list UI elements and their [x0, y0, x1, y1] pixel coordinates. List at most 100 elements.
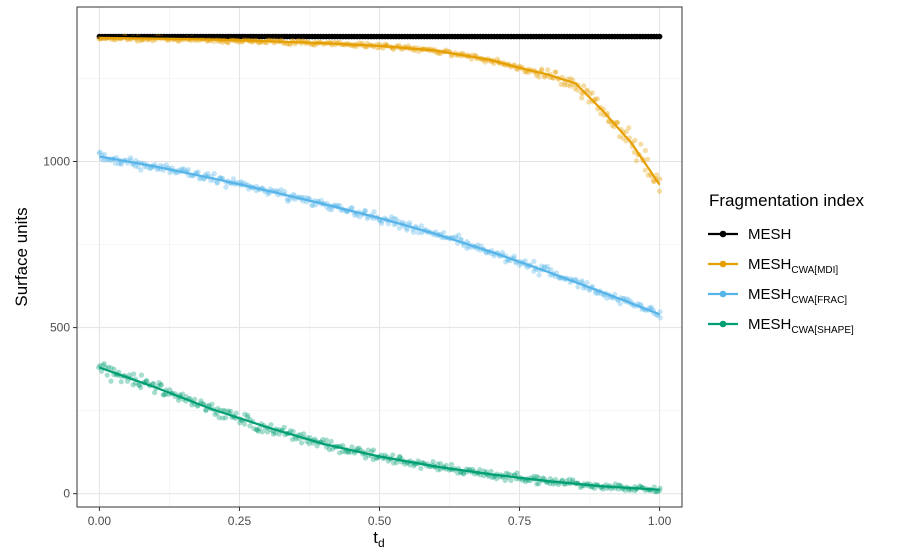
- data-point: [570, 477, 576, 483]
- data-point: [247, 423, 253, 429]
- data-point: [575, 284, 581, 290]
- data-point: [443, 462, 449, 469]
- data-point: [233, 410, 239, 416]
- data-point: [645, 156, 651, 162]
- data-point: [574, 87, 581, 93]
- data-point: [195, 169, 201, 175]
- data-point: [592, 96, 598, 102]
- data-point: [464, 245, 470, 252]
- data-point: [541, 264, 547, 270]
- data-point: [287, 428, 294, 434]
- legend-item: MESHCWA[MDI]: [708, 256, 838, 276]
- data-point: [329, 206, 335, 213]
- data-point: [654, 172, 660, 178]
- data-point: [388, 214, 394, 220]
- data-point: [362, 208, 368, 214]
- data-point: [135, 164, 141, 170]
- data-point: [97, 149, 103, 155]
- legend-item: MESH: [708, 226, 791, 243]
- data-point: [352, 212, 358, 218]
- data-point: [251, 426, 257, 432]
- data-point: [645, 172, 651, 178]
- data-point: [435, 467, 441, 473]
- data-point: [531, 268, 537, 274]
- data-point: [348, 205, 354, 211]
- data-point: [558, 81, 564, 87]
- data-point: [411, 463, 417, 469]
- data-point: [96, 150, 102, 156]
- data-point: [290, 428, 296, 435]
- data-point: [112, 160, 119, 166]
- data-point: [131, 371, 137, 377]
- data-point: [209, 401, 215, 407]
- data-point: [345, 449, 352, 456]
- legend-label: MESHCWA[MDI]: [748, 256, 838, 276]
- data-point: [632, 137, 638, 143]
- data-point: [326, 206, 332, 213]
- x-tick-label: 0.50: [368, 514, 392, 528]
- data-point: [552, 69, 559, 75]
- legend-key-point: [719, 320, 727, 328]
- legend: Fragmentation index MESH MESHCWA[MDI] MESH…: [708, 191, 864, 336]
- data-point: [278, 186, 284, 193]
- data-point: [100, 362, 106, 368]
- data-point: [448, 53, 455, 59]
- data-point: [189, 402, 195, 408]
- data-point: [198, 398, 204, 404]
- data-point: [111, 366, 117, 372]
- data-point: [101, 151, 108, 157]
- data-point: [158, 381, 164, 387]
- data-point: [124, 378, 131, 384]
- data-point: [214, 180, 220, 186]
- data-point: [318, 197, 324, 203]
- data-point: [589, 90, 596, 96]
- legend-item: MESHCWA[FRAC]: [708, 286, 847, 306]
- data-point: [147, 166, 154, 172]
- data-point: [511, 253, 517, 259]
- data-point: [301, 431, 307, 437]
- data-point: [310, 202, 316, 209]
- data-point: [441, 229, 447, 236]
- data-point: [225, 408, 231, 414]
- data-point: [493, 476, 500, 482]
- data-point: [340, 448, 346, 455]
- y-tick-label: 1000: [43, 154, 70, 168]
- data-point: [276, 431, 282, 437]
- data-point: [219, 39, 225, 46]
- major-gridlines: [77, 7, 682, 507]
- data-point: [284, 196, 290, 202]
- data-point: [579, 95, 585, 101]
- data-point: [192, 396, 198, 402]
- data-point: [435, 461, 441, 467]
- data-point: [598, 111, 604, 117]
- legend-key-point: [719, 230, 727, 238]
- data-point: [244, 414, 251, 420]
- legend-key-point: [719, 290, 727, 298]
- data-point: [286, 196, 293, 203]
- x-tick-label: 0.75: [508, 514, 532, 528]
- data-point: [309, 202, 315, 208]
- data-point: [503, 470, 509, 476]
- data-point: [108, 378, 114, 384]
- data-point: [410, 229, 417, 235]
- data-point: [393, 460, 400, 466]
- data-point: [453, 234, 459, 240]
- data-point: [314, 443, 320, 449]
- data-point: [402, 461, 408, 467]
- data-point: [397, 454, 403, 460]
- data-point: [552, 69, 558, 75]
- data-point: [97, 363, 103, 369]
- data-point: [391, 215, 397, 222]
- data-point: [378, 220, 385, 226]
- data-point: [241, 421, 248, 427]
- data-point: [328, 438, 334, 445]
- data-point: [584, 280, 590, 286]
- data-point: [489, 474, 495, 481]
- data-point: [534, 481, 540, 487]
- axis-ticks: 0.00 0.25 0.50 0.75 1.00 0 500 1000: [43, 154, 671, 528]
- data-point: [415, 229, 421, 236]
- data-point: [343, 449, 349, 455]
- data-point: [430, 459, 436, 465]
- data-point: [369, 448, 375, 455]
- data-point: [225, 40, 231, 46]
